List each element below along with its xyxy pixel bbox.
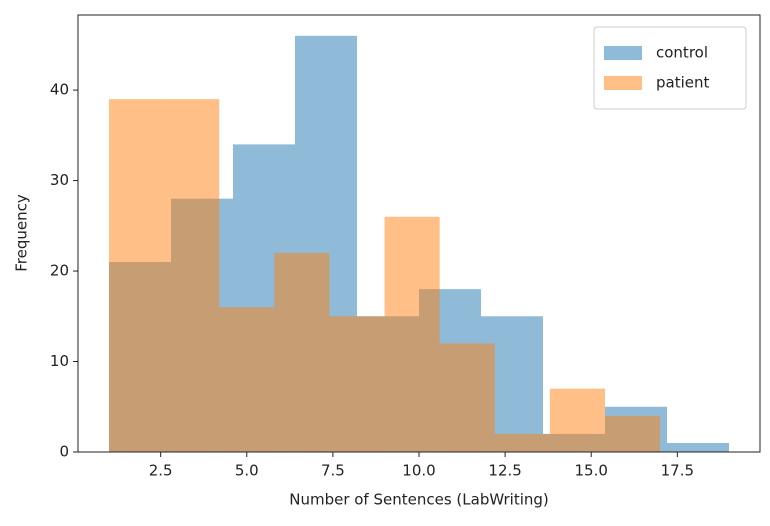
legend-box [593, 26, 747, 110]
y-tick-label: 30 [50, 171, 69, 189]
legend-label: patient [656, 74, 709, 92]
x-tick-label: 5.0 [235, 462, 259, 480]
bar [109, 99, 165, 453]
bar [274, 252, 330, 452]
bar [384, 216, 440, 452]
x-axis-label: Number of Sentences (LabWriting) [289, 491, 549, 509]
x-tick-label: 10.0 [402, 462, 435, 480]
x-tick-label: 12.5 [488, 462, 521, 480]
bar [549, 388, 605, 452]
bar [329, 316, 385, 452]
x-tick-label: 15.0 [575, 462, 608, 480]
legend-swatch [604, 46, 642, 60]
y-tick-label: 0 [59, 443, 69, 461]
y-tick-label: 10 [50, 352, 69, 370]
x-tick-label: 7.5 [321, 462, 345, 480]
bar [219, 307, 275, 452]
y-tick-label: 20 [50, 262, 69, 280]
bar [667, 442, 729, 452]
y-tick-label: 40 [50, 81, 69, 99]
x-tick-label: 2.5 [149, 462, 173, 480]
legend-label: control [656, 44, 708, 62]
bar [494, 433, 550, 452]
y-axis-label: Frequency [13, 194, 31, 272]
bar [605, 415, 661, 452]
x-tick-label: 17.5 [661, 462, 694, 480]
bar [164, 99, 220, 453]
legend-swatch [604, 76, 642, 90]
bar [439, 343, 495, 452]
